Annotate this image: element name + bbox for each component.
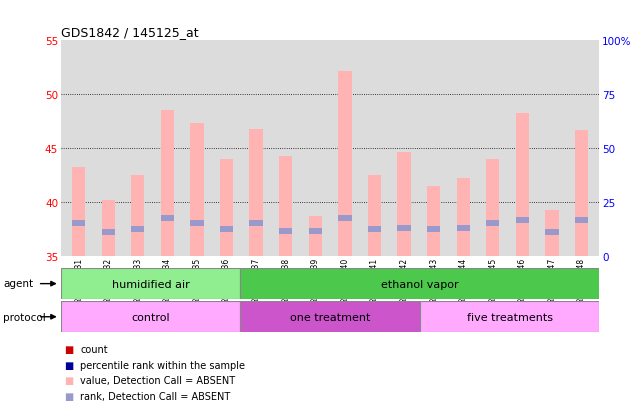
Text: ethanol vapor: ethanol vapor (381, 279, 459, 289)
Bar (240, 268, 599, 299)
Bar (486, 159, 499, 256)
Bar (397, 153, 411, 256)
Bar (516, 218, 529, 223)
Bar (368, 176, 381, 256)
Bar (427, 186, 440, 256)
Bar (309, 228, 322, 234)
Bar (190, 221, 204, 227)
Text: one treatment: one treatment (290, 312, 370, 322)
Text: five treatments: five treatments (467, 312, 553, 322)
Bar (368, 226, 381, 232)
Text: protocol: protocol (3, 312, 46, 322)
Bar (456, 179, 470, 256)
Bar (220, 159, 233, 256)
Text: rank, Detection Call = ABSENT: rank, Detection Call = ABSENT (80, 391, 230, 401)
Bar (420, 301, 599, 332)
Text: value, Detection Call = ABSENT: value, Detection Call = ABSENT (80, 375, 235, 385)
Text: ■: ■ (64, 391, 73, 401)
Bar (72, 221, 85, 227)
Bar (427, 226, 440, 232)
Text: humidified air: humidified air (112, 279, 190, 289)
Bar (575, 218, 588, 223)
Bar (575, 131, 588, 256)
Bar (131, 176, 144, 256)
Text: GDS1842 / 145125_at: GDS1842 / 145125_at (61, 26, 199, 39)
Bar (249, 129, 263, 256)
Bar (101, 230, 115, 235)
Bar (240, 301, 420, 332)
Bar (486, 221, 499, 227)
Bar (309, 216, 322, 256)
Bar (516, 113, 529, 256)
Bar (279, 156, 292, 256)
Bar (61, 301, 240, 332)
Bar (279, 228, 292, 234)
Text: count: count (80, 344, 108, 354)
Bar (161, 111, 174, 256)
Text: ■: ■ (64, 344, 73, 354)
Bar (161, 216, 174, 221)
Bar (397, 225, 411, 231)
Bar (545, 230, 559, 235)
Text: control: control (131, 312, 170, 322)
Bar (545, 211, 559, 256)
Bar (220, 226, 233, 232)
Bar (338, 71, 351, 256)
Text: percentile rank within the sample: percentile rank within the sample (80, 360, 245, 370)
Bar (190, 124, 204, 256)
Bar (101, 200, 115, 256)
Bar (72, 168, 85, 256)
Bar (338, 216, 351, 221)
Text: agent: agent (3, 279, 33, 289)
Bar (249, 221, 263, 227)
Bar (61, 268, 240, 299)
Bar (456, 225, 470, 231)
Bar (131, 226, 144, 232)
Text: ■: ■ (64, 375, 73, 385)
Text: ■: ■ (64, 360, 73, 370)
